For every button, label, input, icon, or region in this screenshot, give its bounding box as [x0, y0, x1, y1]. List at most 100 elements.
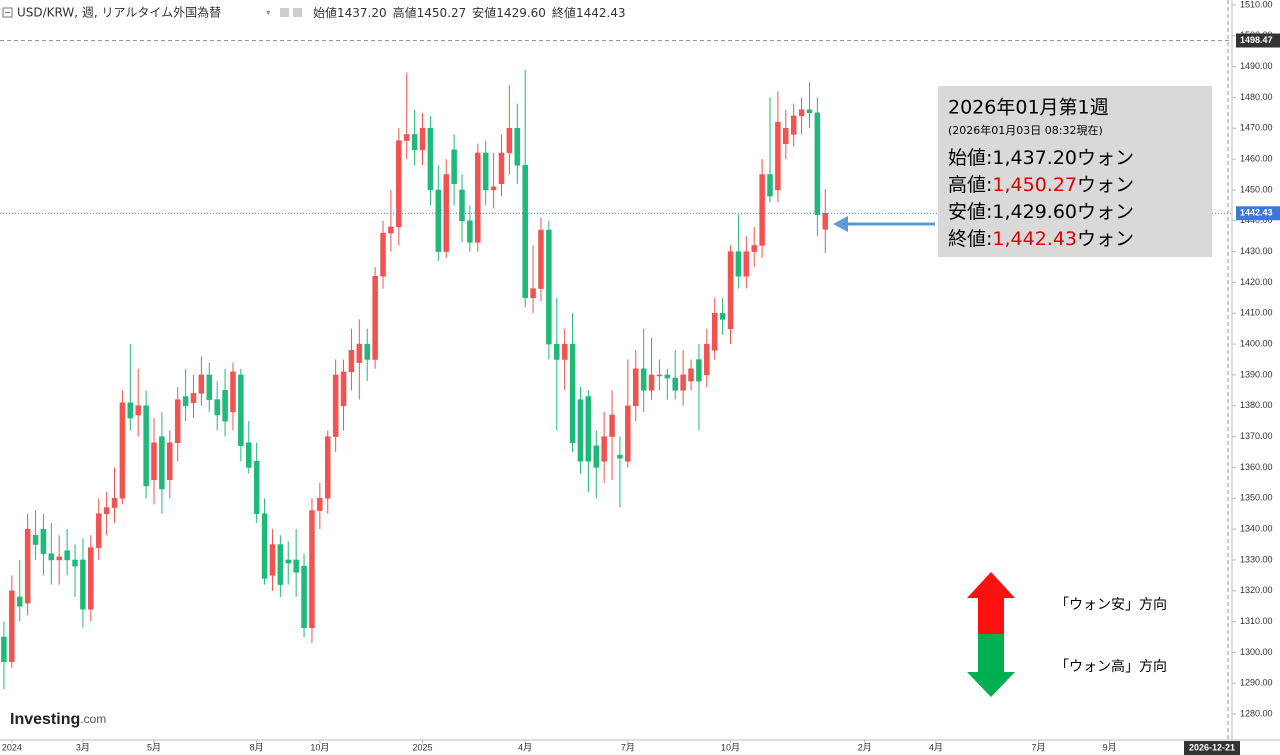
- row-label: 高値:: [948, 174, 992, 196]
- logo-suffix: .com: [80, 712, 106, 726]
- candle-body: [80, 559, 86, 610]
- candle-body: [688, 368, 694, 382]
- candle-body: [514, 128, 521, 166]
- x-tick-label: 10月: [721, 742, 740, 752]
- candle-body: [340, 371, 347, 407]
- candle-body: [680, 374, 686, 391]
- candle-body: [261, 513, 268, 579]
- candle-body: [435, 189, 442, 252]
- y-tick-label: 1290.00: [1240, 678, 1273, 688]
- candle-body: [561, 343, 568, 360]
- candle-body: [696, 359, 702, 382]
- y-tick-label: 1450.00: [1240, 184, 1273, 194]
- candle-body: [174, 399, 181, 444]
- candle-body: [727, 251, 734, 329]
- x-tick-label: 2024: [2, 742, 22, 752]
- legend-label: 高値: [393, 5, 417, 20]
- candle-body: [546, 229, 552, 345]
- y-tick-label: 1360.00: [1240, 462, 1273, 472]
- up-direction-label: 「ウォン安」方向: [1055, 597, 1167, 613]
- annotation-row: 終値:1,442.43ウォン: [948, 228, 1134, 250]
- collapse-icon[interactable]: [2, 7, 13, 18]
- candle-body: [332, 374, 339, 437]
- candle-body: [767, 174, 773, 197]
- candle-body: [554, 343, 560, 360]
- legend-label: 安値: [472, 5, 496, 20]
- last-price-label-bg: [1236, 206, 1280, 221]
- candle-body: [119, 402, 126, 499]
- candle-body: [640, 368, 647, 391]
- candle-body: [111, 498, 118, 508]
- candle-body: [459, 189, 465, 222]
- candle-body: [751, 245, 757, 252]
- candle-body: [95, 513, 102, 548]
- candle-body: [24, 528, 31, 604]
- annotation-background: [938, 86, 1212, 257]
- row-label: 始値:: [948, 147, 992, 169]
- candle-body: [806, 109, 813, 114]
- candle-body: [601, 436, 607, 462]
- candle-body: [798, 109, 805, 117]
- candle-body: [822, 213, 829, 230]
- y-tick-label: 1390.00: [1240, 369, 1273, 379]
- legend-value: 1450.27: [417, 6, 467, 20]
- candle-body: [56, 556, 62, 561]
- y-tick-label: 1410.00: [1240, 308, 1273, 318]
- candle-body: [324, 436, 331, 499]
- candle-body: [198, 374, 205, 394]
- candle-body: [309, 510, 315, 629]
- plot-area: [0, 39, 1232, 690]
- legend-value: 1429.60: [496, 6, 546, 20]
- candle-body: [396, 140, 402, 228]
- annotation-box: 2026年01月第1週 (2026年01月03日 08:32現在) 始値:1,4…: [938, 86, 1212, 257]
- candle-body: [443, 174, 449, 252]
- x-tick-label: 2月: [858, 742, 872, 752]
- y-tick-label: 1460.00: [1240, 153, 1273, 163]
- price-line-label: 1498.47: [1240, 35, 1273, 45]
- candle-body: [238, 374, 244, 447]
- legend-label: 終値: [552, 5, 576, 20]
- x-tick-label: 5月: [147, 742, 161, 752]
- candle-body: [32, 535, 39, 545]
- candle-body: [64, 550, 70, 561]
- candle-body: [388, 226, 394, 234]
- candle-body: [16, 596, 23, 607]
- annotation-row: 高値:1,450.27ウォン: [948, 174, 1134, 196]
- candle-body: [230, 371, 236, 413]
- candle-body: [135, 405, 141, 416]
- settings-icon[interactable]: [293, 8, 302, 17]
- candle-body: [1, 636, 7, 662]
- eye-icon[interactable]: [280, 8, 289, 17]
- y-tick-label: 1370.00: [1240, 431, 1273, 441]
- candle-body: [167, 442, 173, 481]
- down-direction-label: 「ウォン高」方向: [1055, 658, 1167, 675]
- row-unit: ウォン: [1077, 147, 1134, 169]
- candle-body: [9, 590, 15, 662]
- x-tick-label: 7月: [621, 742, 635, 752]
- candle-body: [522, 165, 528, 299]
- annotation-row: 安値:1,429.60ウォン: [948, 201, 1134, 223]
- row-label: 安値:: [948, 201, 992, 223]
- candle-body: [585, 396, 592, 462]
- candle-body: [451, 149, 457, 185]
- x-tick-label: 8月: [250, 742, 264, 752]
- candle-body: [506, 128, 513, 154]
- legend-value: 1442.43: [576, 6, 626, 20]
- candle-body: [285, 559, 292, 564]
- candle-body: [48, 553, 55, 561]
- candle-body: [206, 374, 213, 400]
- row-unit: ウォン: [1077, 228, 1134, 250]
- pointer-arrow-head: [833, 216, 848, 232]
- dropdown-icon[interactable]: ▾: [266, 9, 271, 19]
- ohlc-legend: 始値1437.20 高値1450.27 安値1429.60 終値1442.43: [313, 5, 626, 20]
- candle-body: [380, 232, 386, 277]
- candle-body: [814, 112, 821, 215]
- candle-body: [704, 343, 710, 376]
- y-tick-label: 1420.00: [1240, 277, 1273, 287]
- candle-body: [411, 134, 418, 151]
- candle-body: [356, 343, 363, 363]
- y-tick-label: 1310.00: [1240, 616, 1273, 626]
- candle-body: [269, 544, 276, 576]
- y-tick-label: 1350.00: [1240, 493, 1273, 503]
- y-tick-label: 1280.00: [1240, 708, 1273, 718]
